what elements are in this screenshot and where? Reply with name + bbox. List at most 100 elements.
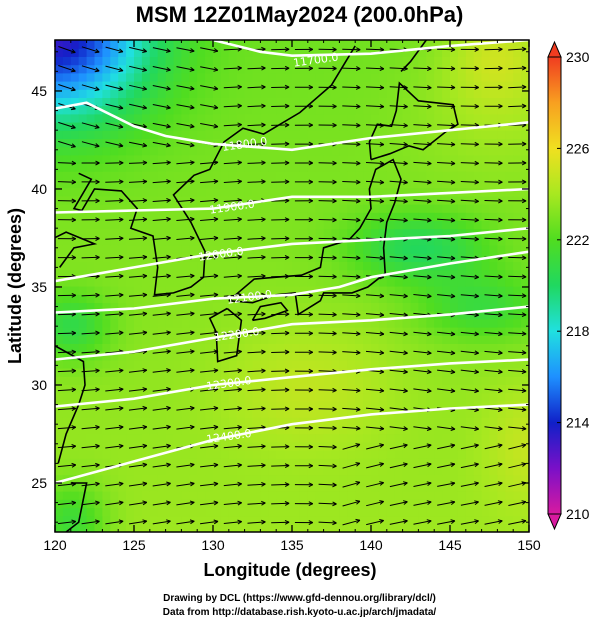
wind-arrow: [105, 292, 124, 298]
wind-arrow: [342, 312, 361, 318]
wind-arrow: [342, 293, 361, 299]
wind-arrow: [294, 311, 314, 317]
wind-arrow: [223, 349, 242, 355]
coastline-5: [251, 301, 289, 322]
wind-arrow: [105, 217, 124, 222]
coastline-7: [55, 345, 86, 464]
wind-arrow: [342, 518, 361, 526]
wind-arrow: [271, 444, 290, 450]
colorbar-tick-label: 226: [566, 140, 590, 156]
contour-11700.0: [207, 40, 529, 58]
wind-arrow: [129, 84, 148, 91]
wind-arrow: [413, 160, 432, 166]
wind-arrow: [271, 46, 290, 52]
wind-arrow: [152, 405, 171, 411]
wind-arrow: [176, 179, 195, 184]
wind-arrow: [413, 350, 432, 356]
wind-arrow: [223, 311, 242, 317]
wind-arrow: [365, 123, 385, 128]
wind-arrow: [413, 443, 432, 450]
wind-arrow: [271, 84, 290, 90]
wind-arrow: [413, 519, 432, 525]
wind-arrow: [247, 179, 266, 185]
wind-arrow: [437, 426, 456, 431]
wind-arrow: [366, 519, 385, 526]
wind-arrow: [200, 500, 219, 506]
wind-arrow: [81, 141, 100, 148]
wind-arrow: [271, 463, 290, 469]
wind-arrow: [200, 254, 219, 260]
wind-arrow: [176, 142, 195, 148]
wind-arrow: [342, 462, 361, 469]
contour-label: 11800.0: [221, 135, 268, 154]
wind-arrow: [152, 160, 171, 166]
wind-arrow: [176, 198, 195, 203]
wind-arrow: [342, 388, 361, 393]
wind-arrow: [318, 47, 337, 52]
wind-arrow: [57, 368, 77, 374]
wind-arrow: [223, 217, 242, 222]
wind-arrow: [81, 46, 100, 54]
wind-arrow: [342, 217, 361, 223]
wind-arrow: [105, 141, 124, 148]
contour-12100.0: [55, 250, 529, 314]
wind-arrow: [366, 500, 385, 507]
wind-arrow: [57, 236, 77, 242]
wind-arrow: [57, 292, 77, 298]
wind-arrow: [389, 519, 408, 525]
wind-arrow: [318, 103, 337, 109]
colorbar-tick-label: 222: [566, 232, 590, 248]
wind-arrow: [294, 482, 314, 488]
wind-arrow: [271, 160, 290, 166]
coastline-1: [55, 231, 98, 268]
wind-arrow: [200, 235, 219, 241]
wind-arrow: [508, 312, 527, 318]
wind-arrow: [223, 160, 242, 166]
wind-arrow: [294, 387, 314, 393]
wind-arrow: [508, 179, 527, 185]
wind-arrow: [58, 140, 76, 148]
wind-arrow: [484, 407, 503, 412]
colorbar-tick-label: 218: [566, 323, 590, 339]
wind-arrow: [318, 122, 337, 128]
wind-arrow: [128, 368, 148, 373]
wind-arrow: [342, 47, 361, 53]
wind-arrow: [508, 443, 527, 450]
wind-arrow: [152, 481, 171, 487]
wind-arrow: [484, 46, 503, 52]
wind-arrow: [271, 122, 290, 128]
wind-arrow: [318, 463, 337, 469]
wind-arrow: [81, 462, 100, 468]
wind-arrow: [508, 198, 527, 204]
wind-arrow: [318, 274, 337, 280]
wind-arrow: [57, 500, 77, 506]
wind-arrow: [294, 274, 314, 279]
wind-arrow: [105, 368, 124, 374]
wind-arrow: [508, 331, 527, 337]
wind-arrow: [223, 425, 242, 430]
wind-arrow: [508, 160, 527, 166]
wind-arrow: [128, 198, 148, 203]
wind-arrow: [342, 499, 361, 507]
wind-arrow: [342, 481, 361, 488]
wind-arrow: [437, 85, 456, 90]
wind-arrow: [389, 274, 408, 280]
wind-arrow: [223, 235, 242, 241]
wind-arrow: [508, 65, 527, 71]
wind-arrow: [484, 160, 503, 166]
wind-arrow: [413, 217, 432, 223]
wind-arrow: [176, 368, 195, 373]
wind-arrow: [294, 65, 314, 71]
y-tick-label: 25: [31, 475, 47, 491]
wind-arrow: [508, 462, 527, 469]
wind-arrow: [223, 500, 242, 506]
wind-arrow: [200, 273, 219, 279]
wind-arrow: [247, 160, 266, 166]
wind-arrow: [128, 330, 148, 336]
wind-arrow: [152, 368, 171, 373]
x-tick-label: 120: [43, 537, 67, 553]
wind-arrow: [342, 160, 361, 166]
colorbar-min-triangle: [547, 513, 562, 531]
wind-arrow: [57, 481, 77, 487]
